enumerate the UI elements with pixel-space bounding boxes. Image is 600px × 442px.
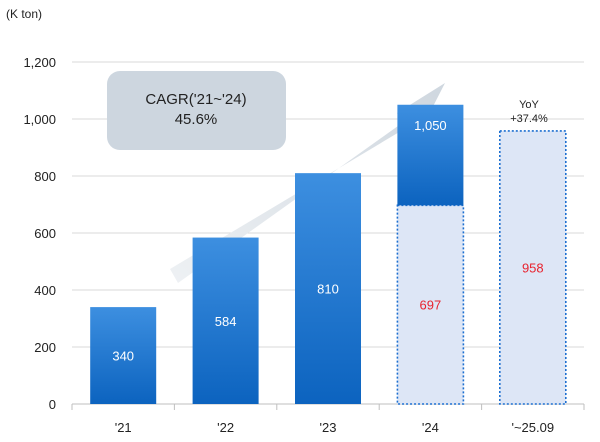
y-tick-label: 1,200 <box>23 55 56 70</box>
cagr-box: CAGR('21~'24) 45.6% <box>107 71 286 150</box>
y-tick-label: 200 <box>34 340 56 355</box>
axis-ticks: 0 200 400 600 800 1,000 1,200 '21 '22 '23 '24 '~25.… <box>23 55 554 435</box>
solid-bar <box>192 237 259 404</box>
y-tick-label: 1,000 <box>23 112 56 127</box>
x-tick-label: '23 <box>320 420 337 435</box>
solid-bar-label: 584 <box>215 314 237 329</box>
solid-bar <box>295 173 361 404</box>
solid-bar <box>90 307 157 404</box>
y-tick-label: 400 <box>34 283 56 298</box>
x-tick-label: '22 <box>217 420 234 435</box>
dotted-bar <box>498 130 567 405</box>
x-tick-label: '24 <box>422 420 439 435</box>
solid-bar <box>397 104 464 206</box>
dotted-bar-label: 697 <box>420 298 442 313</box>
yoy-value: +37.4% <box>510 113 548 125</box>
x-tick-label: '21 <box>115 420 132 435</box>
growth-arrow <box>170 83 445 283</box>
dotted-bar-label: 958 <box>522 260 544 275</box>
cagr-box-bg <box>107 71 286 150</box>
growth-arrow-shape <box>170 83 445 283</box>
solid-bar-label: 340 <box>112 349 134 364</box>
bars-group: 697 958 340 584 810 1,050 <box>90 104 567 405</box>
cagr-label: CAGR('21~'24) <box>145 91 246 108</box>
solid-bar-label: 1,050 <box>414 118 447 133</box>
solid-bar-label: 810 <box>317 282 339 297</box>
cagr-value: 45.6% <box>175 111 218 128</box>
yoy-label: YoY <box>519 99 539 111</box>
y-tick-label: 800 <box>34 169 56 184</box>
x-tick-label: '~25.09 <box>511 420 554 435</box>
dotted-bar <box>396 204 465 405</box>
y-tick-label: 0 <box>49 397 56 412</box>
y-tick-label: 600 <box>34 226 56 241</box>
unit-label: (K ton) <box>6 7 42 21</box>
